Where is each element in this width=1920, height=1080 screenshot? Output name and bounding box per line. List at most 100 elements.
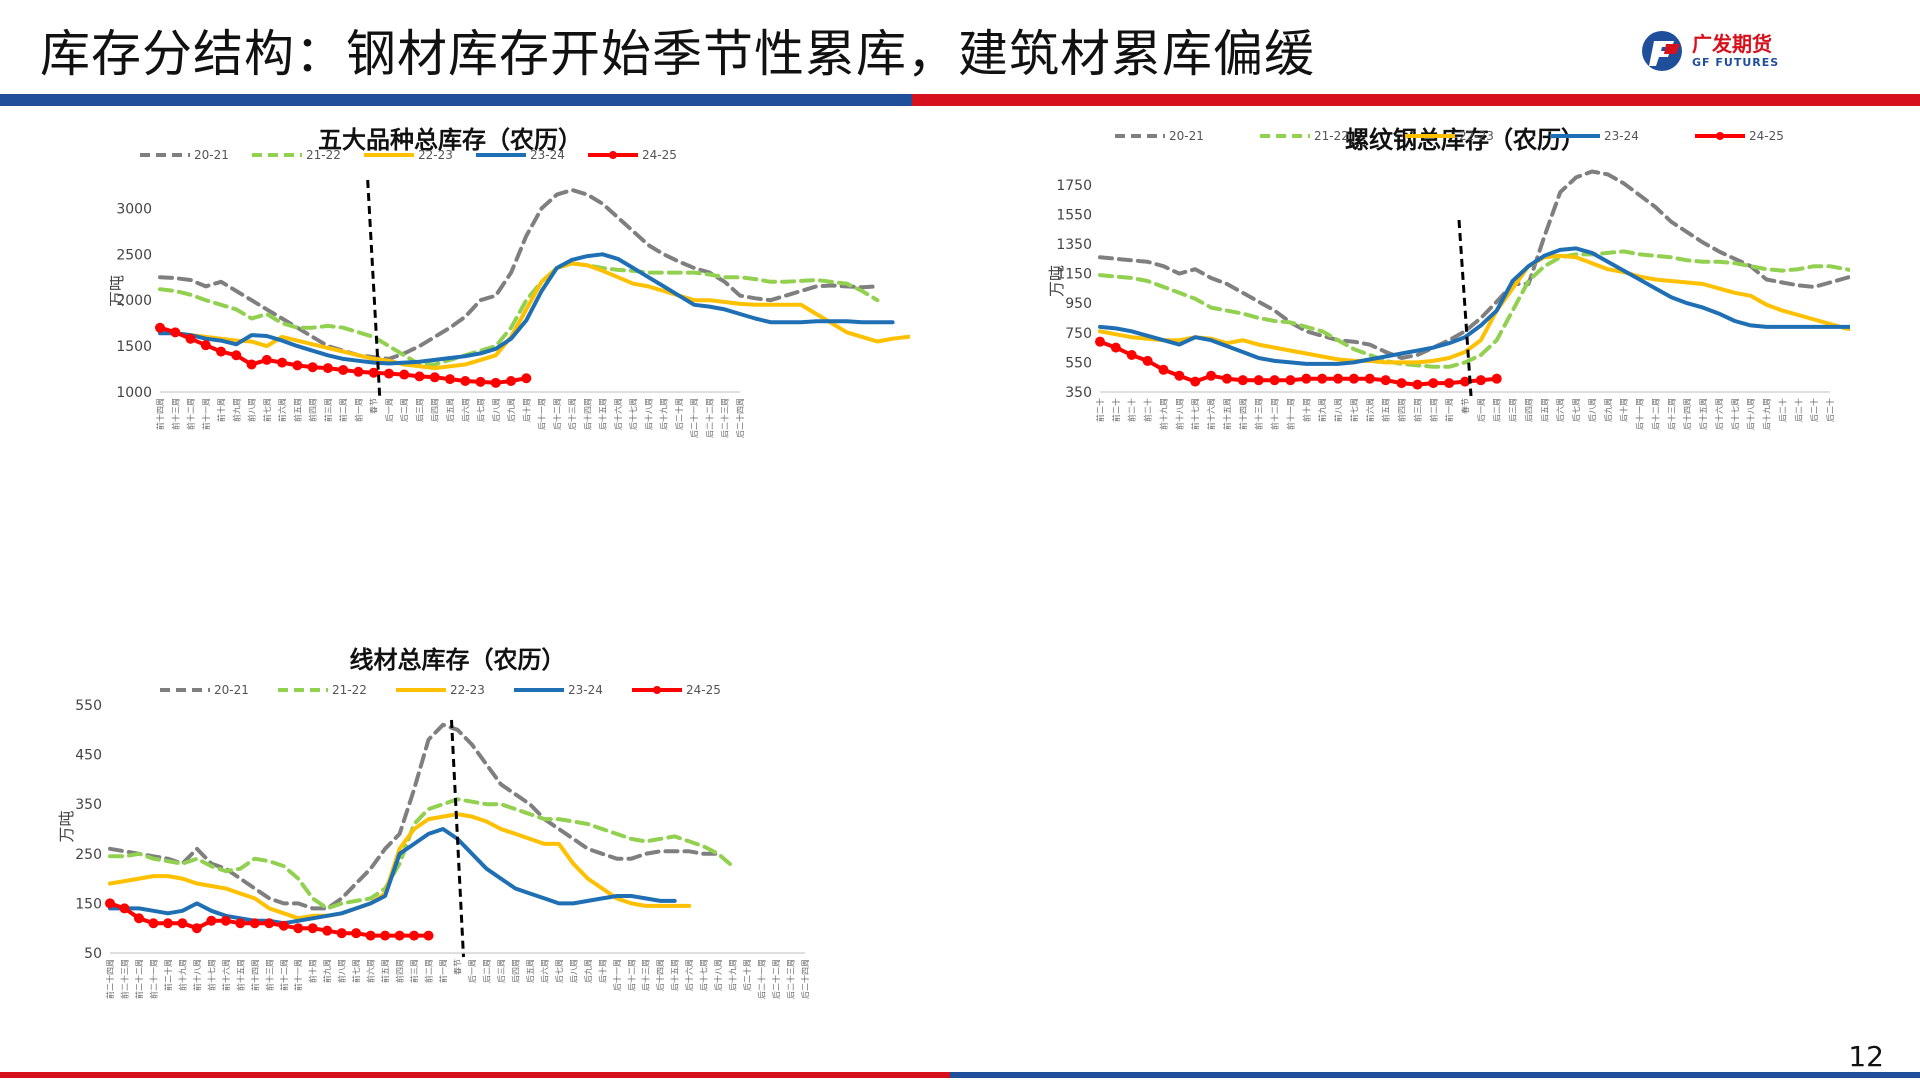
series-point-24-25 <box>368 367 379 378</box>
series-point-24-25 <box>185 333 196 344</box>
series-point-24-25 <box>423 930 434 941</box>
y-tick-label: 950 <box>1065 296 1092 312</box>
series-point-24-25 <box>429 372 440 383</box>
y-tick-label: 1000 <box>116 385 152 401</box>
x-tick-label: 后十三周 <box>1666 398 1676 430</box>
x-tick-label: 后十周 <box>1619 398 1629 422</box>
legend-label-23-24: 23-24 <box>568 683 603 697</box>
x-tick-label: 前一周 <box>1444 398 1454 422</box>
series-point-24-25 <box>322 925 333 936</box>
series-point-24-25 <box>155 322 165 333</box>
x-tick-label: 后六周 <box>460 398 470 422</box>
y-axis-label: 万吨 <box>57 810 76 842</box>
x-tick-label: 前三周 <box>1412 398 1422 422</box>
series-point-24-25 <box>1491 373 1502 384</box>
legend-label-21-22: 21-22 <box>332 683 367 697</box>
legend-label-22-23: 22-23 <box>450 683 485 697</box>
series-point-24-25 <box>1412 379 1423 390</box>
series-point-24-25 <box>399 369 410 380</box>
x-tick-label: 前十五周 <box>235 959 245 991</box>
x-tick-label: 后十七周 <box>1730 398 1740 430</box>
x-tick-label: 后七周 <box>554 959 564 983</box>
legend-label-22-23: 22-23 <box>418 148 453 162</box>
series-point-24-25 <box>292 360 303 371</box>
legend-marker-24-25 <box>1716 132 1724 140</box>
x-tick-label: 后十八周 <box>713 959 723 991</box>
x-tick-label: 前七周 <box>351 959 361 983</box>
x-tick-label: 前五周 <box>292 398 302 422</box>
series-point-24-25 <box>170 327 181 338</box>
x-tick-label: 前二十 <box>1095 398 1105 422</box>
series-point-24-25 <box>1158 364 1169 375</box>
series-point-24-25 <box>1110 342 1121 353</box>
legend-label-21-22: 21-22 <box>306 148 341 162</box>
gf-futures-logo-icon <box>1642 31 1682 71</box>
x-tick-label: 前十周 <box>216 398 226 422</box>
series-line-22-23 <box>1098 253 1850 365</box>
x-tick-label: 后十七周 <box>699 959 709 991</box>
x-tick-label: 前二周 <box>424 959 434 983</box>
series-point-24-25 <box>1364 373 1375 384</box>
x-tick-label: 前十周 <box>1301 398 1311 422</box>
series-point-24-25 <box>1380 375 1391 386</box>
x-tick-label: 前十九周 <box>1158 398 1168 430</box>
x-tick-label: 后九周 <box>583 959 593 983</box>
x-tick-label: 后十二周 <box>626 959 636 991</box>
x-tick-label: 后十周 <box>597 959 607 983</box>
series-point-24-25 <box>277 357 288 368</box>
x-tick-label: 后五周 <box>525 959 535 983</box>
x-tick-label: 后十九周 <box>659 398 669 430</box>
x-tick-label: 后十三周 <box>641 959 651 991</box>
x-tick-label: 前四周 <box>308 398 318 422</box>
x-tick-label: 后四周 <box>430 398 440 422</box>
x-tick-label: 后六周 <box>1555 398 1565 422</box>
y-tick-label: 1350 <box>1056 237 1092 253</box>
x-tick-label: 后七周 <box>476 398 486 422</box>
series-point-24-25 <box>490 377 501 388</box>
y-tick-label: 1500 <box>116 339 152 355</box>
x-tick-label: 后二周 <box>1492 398 1502 422</box>
x-tick-label: 后十二周 <box>1650 398 1660 430</box>
series-point-24-25 <box>278 920 289 931</box>
y-tick-label: 1550 <box>1056 207 1092 223</box>
x-tick-label: 后五周 <box>1539 398 1549 422</box>
x-tick-label: 后十五周 <box>670 959 680 991</box>
x-tick-label: 前十八周 <box>1174 398 1184 430</box>
y-tick-label: 2000 <box>116 293 152 309</box>
series-point-24-25 <box>1126 350 1137 360</box>
series-point-24-25 <box>338 364 349 375</box>
y-axis-label: 万吨 <box>1047 265 1066 297</box>
x-tick-label: 后二十 <box>1825 398 1835 422</box>
y-tick-label: 550 <box>1065 355 1092 371</box>
x-tick-label: 前六周 <box>1365 398 1375 422</box>
x-tick-label: 前十三周 <box>264 959 274 991</box>
series-point-24-25 <box>414 371 425 382</box>
series-point-24-25 <box>1095 336 1105 347</box>
x-tick-label: 前十七周 <box>206 959 216 991</box>
x-tick-label: 前三周 <box>323 398 333 422</box>
x-tick-label: 前七周 <box>262 398 272 422</box>
series-point-24-25 <box>133 913 144 924</box>
x-tick-label: 后二十三周 <box>720 398 730 438</box>
series-point-24-25 <box>1317 373 1328 384</box>
y-tick-label: 2500 <box>116 247 152 263</box>
x-tick-label: 前十七周 <box>1190 398 1200 430</box>
y-tick-label: 250 <box>75 847 102 863</box>
legend-label-20-21: 20-21 <box>1169 129 1204 143</box>
series-point-24-25 <box>409 930 420 941</box>
x-tick-label: 后十六周 <box>1714 398 1724 430</box>
series-point-24-25 <box>246 359 257 370</box>
x-tick-label: 前八周 <box>247 398 257 422</box>
x-tick-label: 前三周 <box>409 959 419 983</box>
series-point-24-25 <box>105 898 115 909</box>
series-point-24-25 <box>206 915 217 926</box>
series-point-24-25 <box>506 375 517 386</box>
x-tick-label: 前十四周 <box>1238 398 1248 430</box>
series-point-24-25 <box>521 373 532 384</box>
series-line-23-24 <box>108 827 677 926</box>
series-point-24-25 <box>264 918 275 929</box>
x-tick-label: 后三周 <box>414 398 424 422</box>
y-tick-label: 1750 <box>1056 178 1092 194</box>
x-tick-label: 后十九周 <box>728 959 738 991</box>
series-line-23-24 <box>158 252 895 366</box>
